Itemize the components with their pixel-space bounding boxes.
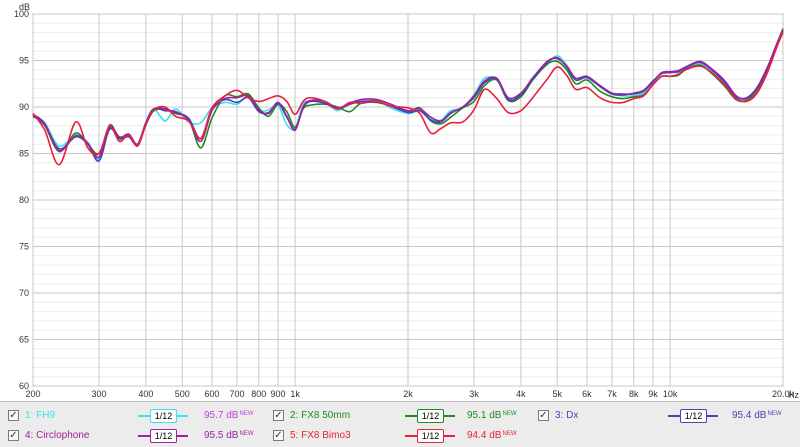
legend-item-fx8-bimo3: ✓ 5: FX8 Bimo3 1/12 94.4 dBNEW: [273, 426, 538, 446]
y-tick-label: 90: [19, 102, 29, 112]
visibility-checkbox[interactable]: ✓: [273, 430, 284, 441]
legend-row-1: ✓ 1: FH9 1/12 95.7 dBNEW ✓ 2: FX8 50mm 1…: [0, 406, 800, 426]
smoothing-control[interactable]: 1/12: [405, 428, 455, 444]
x-tick-label: 5k: [552, 389, 562, 399]
y-tick-label: 85: [19, 149, 29, 159]
level-readout: 95.7 dBNEW: [204, 410, 254, 421]
level-readout: 95.4 dBNEW: [732, 410, 782, 421]
legend-label: 3: Dx: [555, 410, 579, 421]
legend-item-fh9: ✓ 1: FH9 1/12 95.7 dBNEW: [8, 406, 273, 426]
x-tick-label: 8k: [629, 389, 639, 399]
x-tick-label: 800: [251, 389, 266, 399]
level-readout: 94.4 dBNEW: [467, 430, 517, 441]
x-tick-label: 900: [270, 389, 285, 399]
y-tick-labels: 100 95 90 85 80 75 70 65 60: [14, 9, 29, 391]
level-readout: 95.1 dBNEW: [467, 410, 517, 421]
smoothing-control[interactable]: 1/12: [668, 408, 718, 424]
x-tick-label: 700: [230, 389, 245, 399]
x-tick-label: 10k: [663, 389, 678, 399]
x-tick-labels: 200 300 400 500 600 700 800 900 1k 2k 3k 4k 5k 6k 7k 8k…: [25, 389, 794, 399]
legend-label: 5: FX8 Bimo3: [290, 430, 351, 441]
smoothing-value: 1/12: [150, 429, 177, 443]
legend-item-dx: ✓ 3: Dx 1/12 95.4 dBNEW: [538, 406, 798, 426]
y-tick-label: 70: [19, 288, 29, 298]
legend-panel: ✓ 1: FH9 1/12 95.7 dBNEW ✓ 2: FX8 50mm 1…: [0, 401, 800, 447]
x-tick-label: 500: [175, 389, 190, 399]
smoothing-value: 1/12: [150, 409, 177, 423]
series-line-fx8-bimo3: [32, 30, 784, 166]
smoothing-control[interactable]: 1/12: [138, 428, 188, 444]
y-unit-label: dB: [19, 2, 30, 12]
x-tick-label: 600: [204, 389, 219, 399]
major-gridlines: [32, 13, 784, 387]
x-tick-label: 400: [138, 389, 153, 399]
x-tick-label: 20.0k: [772, 389, 795, 399]
legend-item-fx8-50mm: ✓ 2: FX8 50mm 1/12 95.1 dBNEW: [273, 406, 538, 426]
level-readout: 95.5 dBNEW: [204, 430, 254, 441]
smoothing-value: 1/12: [680, 409, 707, 423]
x-tick-label: 3k: [469, 389, 479, 399]
y-tick-label: 80: [19, 195, 29, 205]
visibility-checkbox[interactable]: ✓: [538, 410, 549, 421]
visibility-checkbox[interactable]: ✓: [8, 410, 19, 421]
series-layer: [32, 27, 784, 166]
x-tick-label: 1k: [290, 389, 300, 399]
visibility-checkbox[interactable]: ✓: [8, 430, 19, 441]
y-tick-label: 60: [19, 381, 29, 391]
visibility-checkbox[interactable]: ✓: [273, 410, 284, 421]
legend-item-circlophone: ✓ 4: Circlophone 1/12 95.5 dBNEW: [8, 426, 273, 446]
smoothing-control[interactable]: 1/12: [138, 408, 188, 424]
frequency-response-chart: 100 95 90 85 80 75 70 65 60 200 300 400 500 600 700 80…: [14, 2, 800, 400]
x-tick-label: 200: [25, 389, 40, 399]
x-tick-label: 4k: [516, 389, 526, 399]
y-tick-label: 65: [19, 335, 29, 345]
x-unit-label: Hz: [788, 390, 799, 400]
x-tick-label: 9k: [648, 389, 658, 399]
x-tick-label: 2k: [403, 389, 413, 399]
smoothing-value: 1/12: [417, 429, 444, 443]
legend-label: 2: FX8 50mm: [290, 410, 351, 421]
smoothing-value: 1/12: [417, 409, 444, 423]
y-tick-label: 75: [19, 242, 29, 252]
legend-row-2: ✓ 4: Circlophone 1/12 95.5 dBNEW ✓ 5: FX…: [0, 426, 800, 446]
x-tick-label: 300: [92, 389, 107, 399]
legend-label: 4: Circlophone: [25, 430, 90, 441]
x-tick-label: 6k: [582, 389, 592, 399]
legend-label: 1: FH9: [25, 410, 56, 421]
y-tick-label: 95: [19, 56, 29, 66]
x-tick-label: 7k: [607, 389, 617, 399]
y-tick-label: 100: [14, 9, 29, 19]
smoothing-control[interactable]: 1/12: [405, 408, 455, 424]
